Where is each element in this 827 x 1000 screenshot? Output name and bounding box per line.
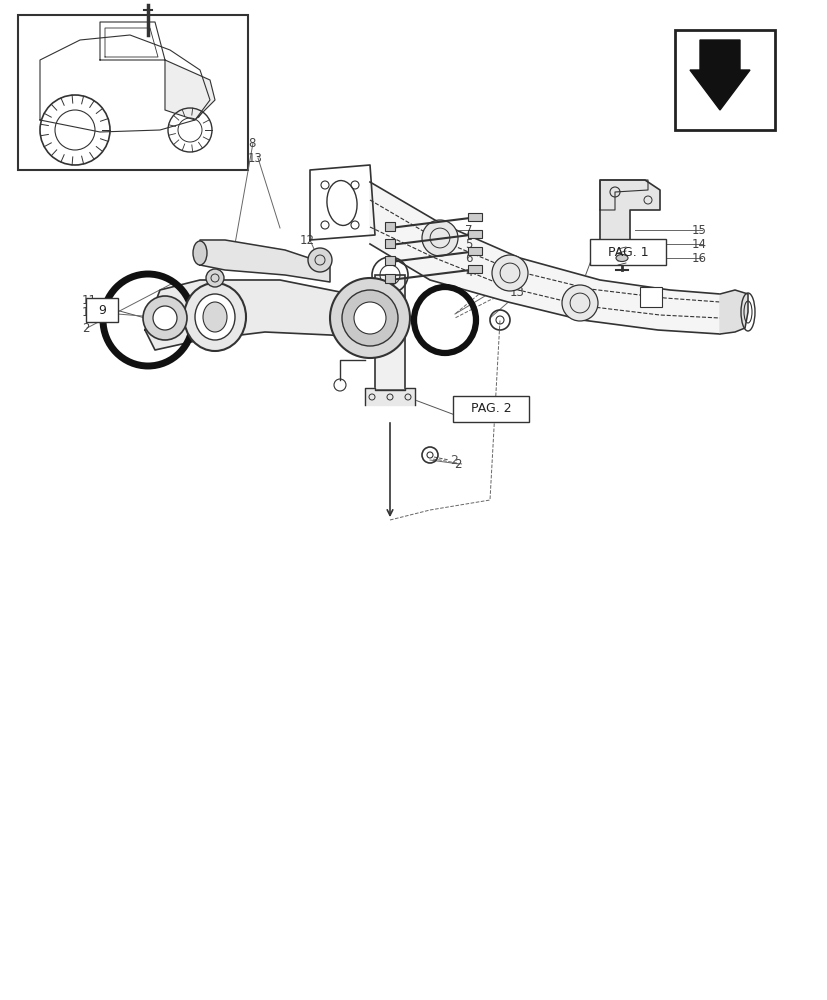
Polygon shape bbox=[145, 280, 409, 350]
Polygon shape bbox=[689, 40, 749, 110]
Circle shape bbox=[308, 248, 332, 272]
Text: 3: 3 bbox=[509, 271, 517, 284]
Text: 9: 9 bbox=[98, 304, 106, 316]
Text: 16: 16 bbox=[691, 251, 706, 264]
Text: 13: 13 bbox=[248, 152, 262, 165]
Bar bbox=[467, 265, 481, 273]
Polygon shape bbox=[719, 290, 747, 334]
Text: 2: 2 bbox=[449, 454, 457, 466]
Bar bbox=[385, 256, 394, 265]
Bar bbox=[18, 15, 248, 170]
Bar bbox=[639, 287, 662, 307]
FancyBboxPatch shape bbox=[590, 239, 665, 265]
Text: 6: 6 bbox=[465, 251, 472, 264]
Circle shape bbox=[354, 302, 385, 334]
Bar bbox=[385, 274, 394, 283]
Text: 12: 12 bbox=[299, 233, 314, 246]
Text: 14: 14 bbox=[691, 237, 706, 250]
FancyBboxPatch shape bbox=[86, 298, 118, 322]
Text: 11: 11 bbox=[82, 294, 97, 306]
Polygon shape bbox=[600, 180, 659, 245]
Text: PAG. 1: PAG. 1 bbox=[607, 245, 648, 258]
Polygon shape bbox=[100, 22, 165, 60]
Ellipse shape bbox=[203, 302, 227, 332]
Ellipse shape bbox=[195, 294, 235, 340]
Circle shape bbox=[342, 290, 398, 346]
Polygon shape bbox=[309, 165, 375, 240]
Bar bbox=[467, 213, 481, 221]
Polygon shape bbox=[165, 60, 215, 120]
Ellipse shape bbox=[193, 241, 207, 265]
Polygon shape bbox=[40, 35, 210, 132]
Circle shape bbox=[206, 269, 224, 287]
Text: 5: 5 bbox=[465, 237, 472, 250]
Bar bbox=[467, 230, 481, 238]
Text: 13: 13 bbox=[509, 286, 524, 298]
Text: 8: 8 bbox=[248, 137, 255, 150]
FancyBboxPatch shape bbox=[452, 396, 528, 422]
Text: 1: 1 bbox=[337, 324, 345, 336]
Bar bbox=[375, 275, 404, 390]
Polygon shape bbox=[370, 182, 719, 334]
Polygon shape bbox=[365, 388, 414, 405]
Text: 2: 2 bbox=[82, 322, 89, 334]
Circle shape bbox=[491, 255, 528, 291]
Bar bbox=[467, 247, 481, 255]
Bar bbox=[674, 30, 774, 130]
Text: PAG. 2: PAG. 2 bbox=[470, 402, 511, 416]
Text: 15: 15 bbox=[691, 224, 706, 237]
Circle shape bbox=[143, 296, 187, 340]
Text: 4: 4 bbox=[465, 265, 472, 278]
Text: 10: 10 bbox=[82, 306, 97, 318]
Text: 2: 2 bbox=[453, 458, 461, 471]
Bar bbox=[385, 222, 394, 231]
Ellipse shape bbox=[615, 254, 627, 261]
Polygon shape bbox=[200, 240, 330, 282]
Circle shape bbox=[422, 220, 457, 256]
Circle shape bbox=[562, 285, 597, 321]
Circle shape bbox=[153, 306, 177, 330]
Bar bbox=[385, 239, 394, 248]
Text: 7: 7 bbox=[465, 224, 472, 237]
Ellipse shape bbox=[184, 283, 246, 351]
Circle shape bbox=[330, 278, 409, 358]
